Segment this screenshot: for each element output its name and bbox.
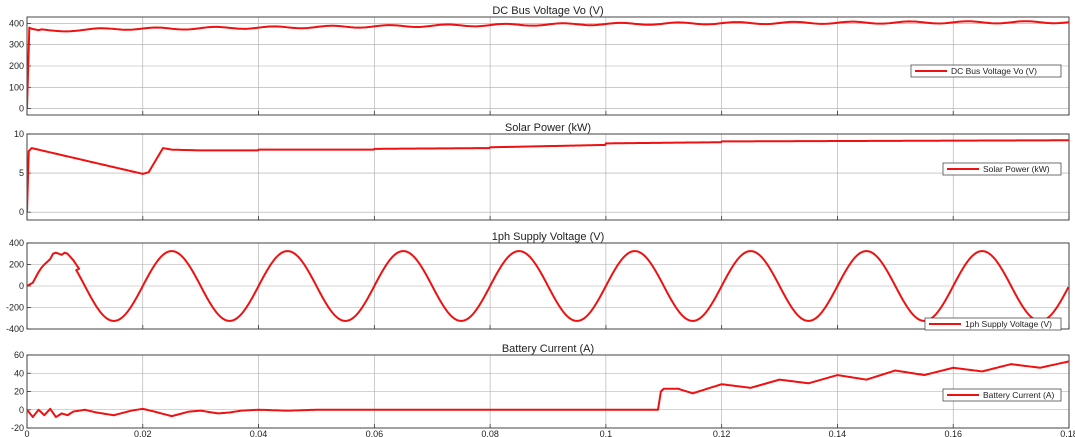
panel-3: -400 -200 0 200 400 1ph Supply Voltage (V) 1ph… bbox=[6, 231, 1070, 334]
legend-label: DC Bus Voltage Vo (V) bbox=[951, 66, 1037, 76]
y-tick-label: -20 bbox=[11, 423, 24, 433]
y-tick-label: 0 bbox=[19, 207, 24, 217]
x-tick-label: 0.1 bbox=[600, 429, 613, 437]
series-line bbox=[27, 250, 1069, 322]
x-tick-label: 0.08 bbox=[481, 429, 499, 437]
axes-frame bbox=[26, 16, 1070, 116]
y-tick-label: 0 bbox=[19, 104, 24, 114]
chart-title: 1ph Supply Voltage (V) bbox=[492, 231, 605, 243]
series-line bbox=[27, 360, 1069, 419]
x-tick-label: 0.16 bbox=[944, 429, 962, 437]
y-tick-label: 400 bbox=[9, 18, 24, 28]
legend-label: 1ph Supply Voltage (V) bbox=[965, 319, 1052, 329]
legend: 1ph Supply Voltage (V) bbox=[924, 317, 1062, 331]
plot-area bbox=[27, 134, 1069, 220]
legend-box bbox=[910, 64, 1062, 78]
legend-label: Battery Current (A) bbox=[983, 390, 1054, 400]
y-tick-label: 100 bbox=[9, 82, 24, 92]
panel-1: 0 100 200 300 400 DC Bus Voltage Vo (V) DC Bus… bbox=[9, 5, 1070, 116]
chart-title: DC Bus Voltage Vo (V) bbox=[492, 5, 603, 17]
y-tick-label: 200 bbox=[9, 260, 24, 270]
series-line bbox=[27, 139, 1069, 213]
panel-2: 0 5 10 Solar Power (kW) Solar Power (kW) bbox=[14, 122, 1070, 221]
x-tick-label: 0 bbox=[24, 429, 29, 437]
axes-frame bbox=[26, 133, 1070, 221]
legend: Solar Power (kW) bbox=[942, 162, 1062, 176]
x-tick-label: 0.06 bbox=[366, 429, 384, 437]
y-tick-label: 400 bbox=[9, 238, 24, 248]
y-tick-label: -400 bbox=[6, 324, 24, 334]
x-tick-label: 0.04 bbox=[250, 429, 268, 437]
legend-box bbox=[942, 388, 1062, 402]
legend: Battery Current (A) bbox=[942, 388, 1062, 402]
chart-title: Battery Current (A) bbox=[502, 343, 594, 355]
y-tick-label: 0 bbox=[19, 405, 24, 415]
x-tick-label: 0.14 bbox=[829, 429, 847, 437]
legend-box bbox=[924, 317, 1062, 331]
y-tick-label: 300 bbox=[9, 40, 24, 50]
axes-frame bbox=[26, 354, 1070, 429]
y-tick-label: -200 bbox=[6, 303, 24, 313]
x-tick-label: 0.12 bbox=[713, 429, 731, 437]
y-tick-label: 60 bbox=[14, 350, 24, 360]
x-tick-label: 0.02 bbox=[134, 429, 152, 437]
legend-box bbox=[942, 162, 1062, 176]
chart-title: Solar Power (kW) bbox=[505, 122, 591, 134]
legend-label: Solar Power (kW) bbox=[983, 164, 1050, 174]
y-tick-label: 200 bbox=[9, 61, 24, 71]
series-line bbox=[27, 20, 1069, 109]
y-tick-label: 20 bbox=[14, 387, 24, 397]
y-tick-label: 0 bbox=[19, 281, 24, 291]
y-tick-label: 40 bbox=[14, 368, 24, 378]
y-tick-label: 5 bbox=[19, 168, 24, 178]
legend: DC Bus Voltage Vo (V) bbox=[910, 64, 1062, 78]
x-tick-label: 0.18 bbox=[1060, 429, 1075, 437]
y-tick-label: 10 bbox=[14, 129, 24, 139]
